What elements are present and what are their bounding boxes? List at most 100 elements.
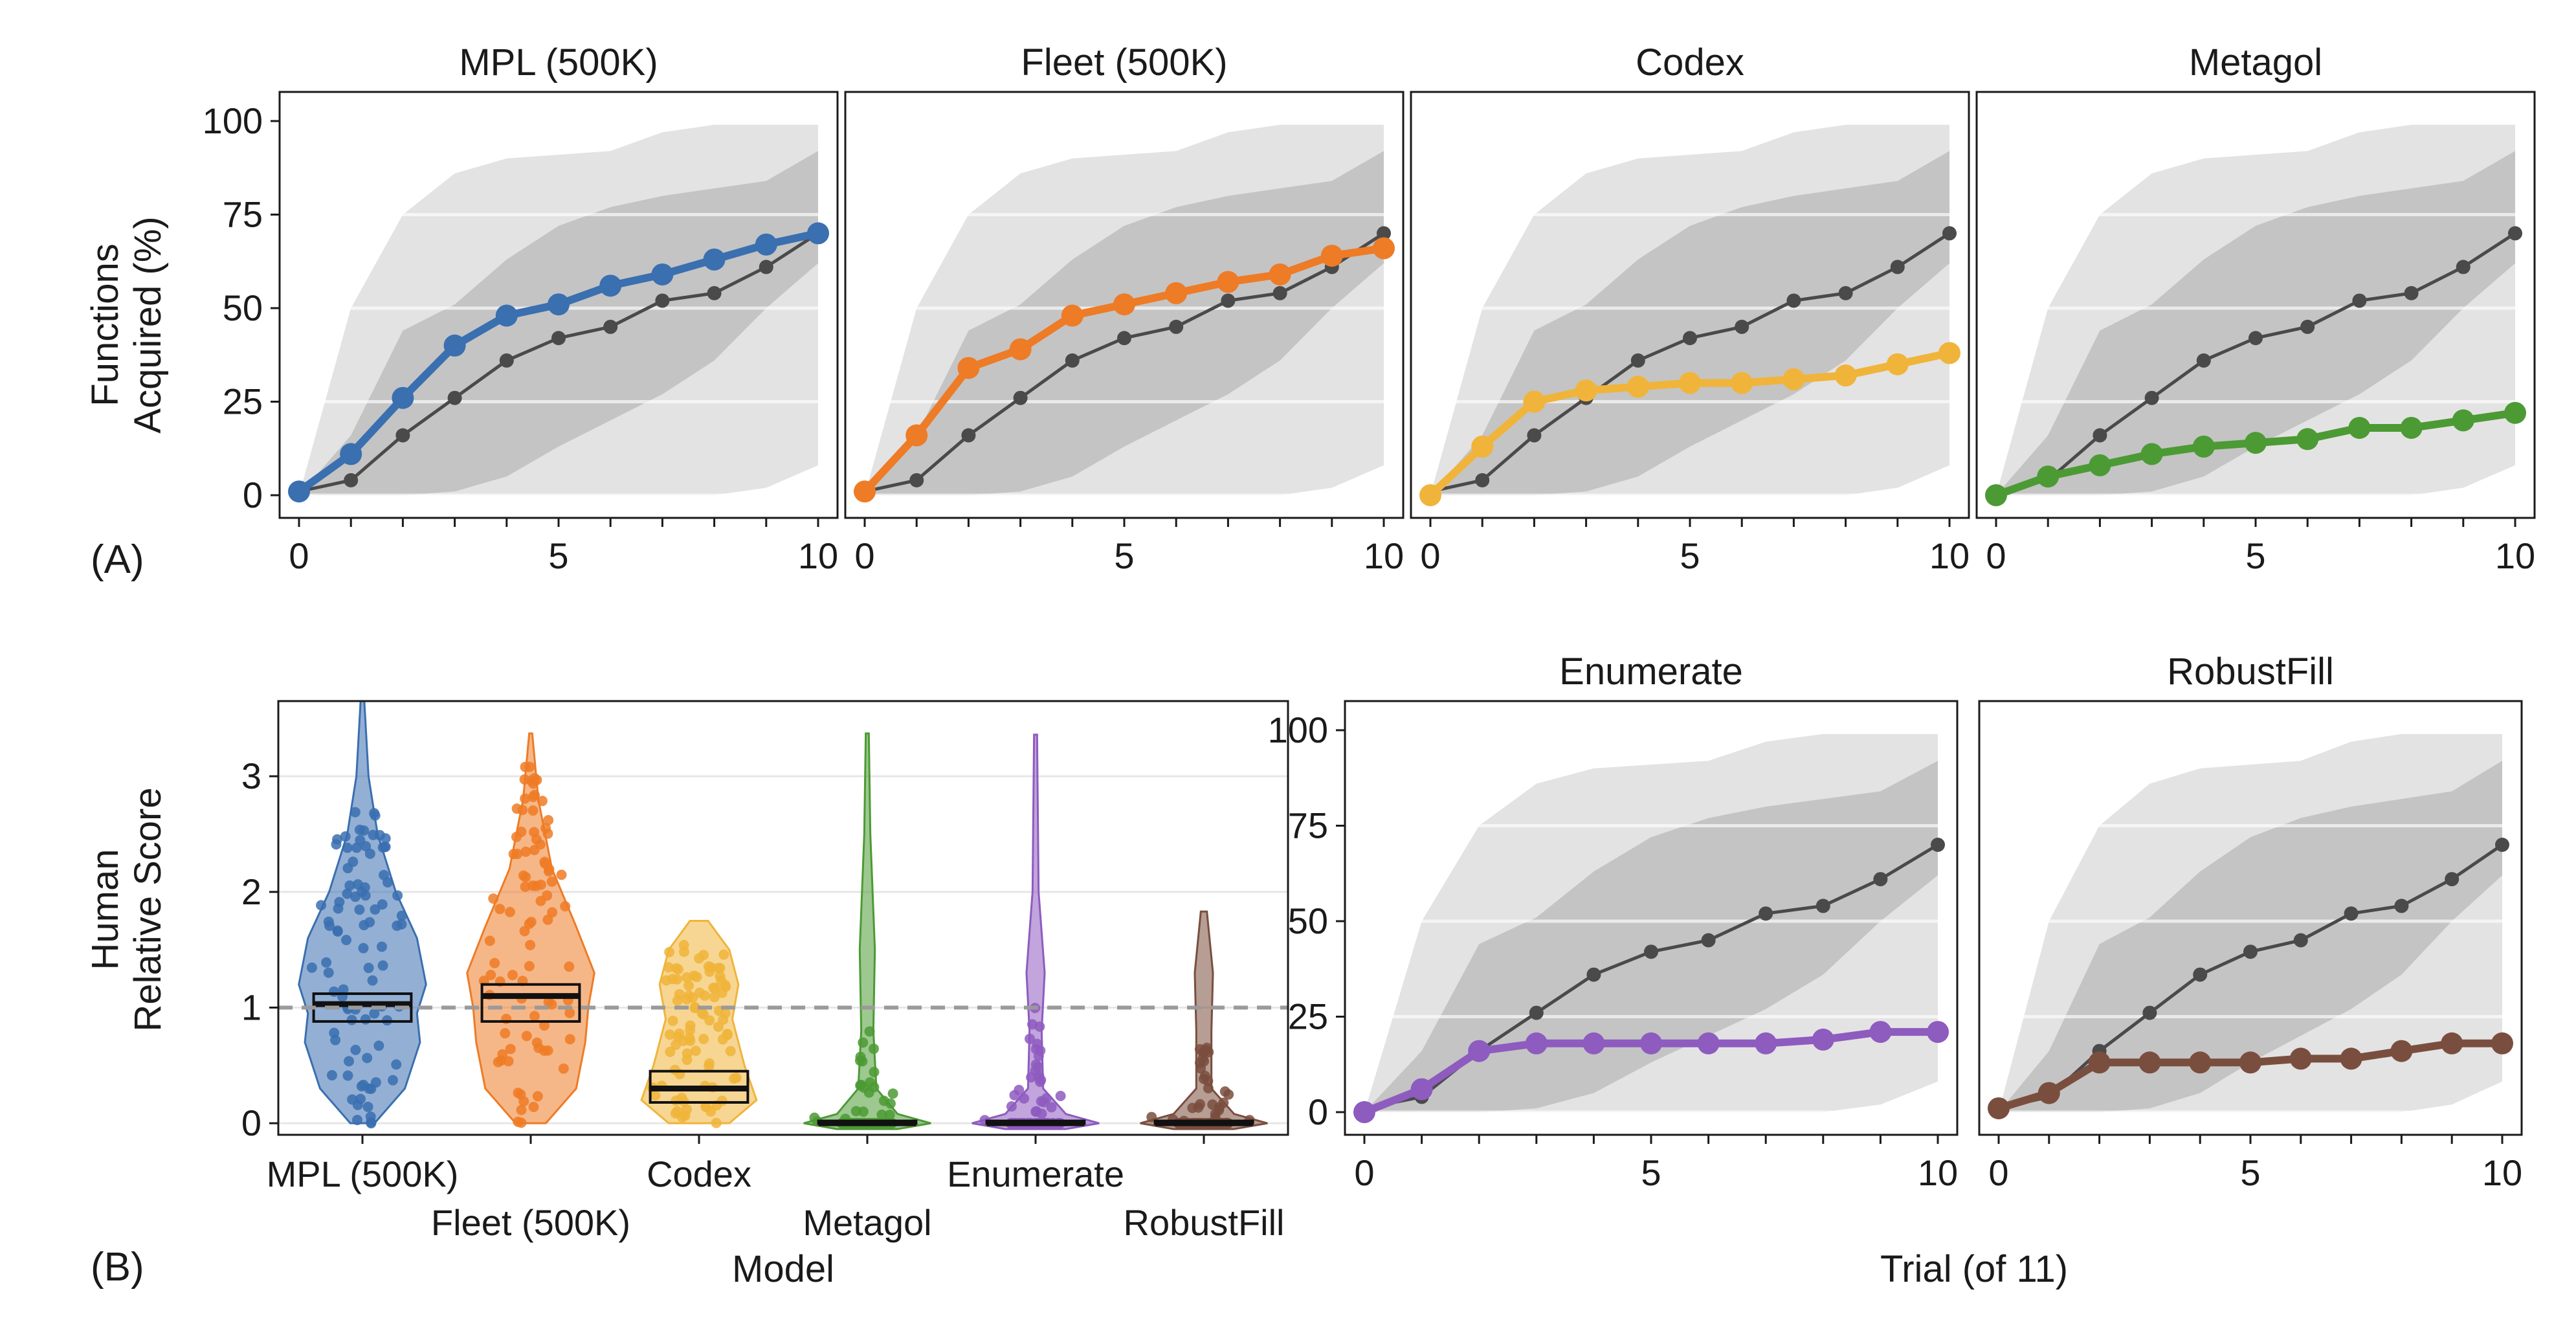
mpl-500k-score-point (360, 1014, 371, 1025)
metagol-score-point (858, 1037, 869, 1048)
enumerate-point (1525, 1032, 1548, 1055)
codex-score-point (713, 1022, 724, 1033)
fleet-500k-score-point (524, 961, 535, 972)
metagol-point (1985, 484, 2007, 506)
mpl-500k-score-point (396, 910, 407, 921)
mpl-500k-score-point (391, 1059, 402, 1070)
y-tick-label: 3 (241, 755, 261, 796)
human-point (1065, 353, 1080, 368)
human-point (2495, 838, 2509, 852)
fleet-500k-score-point (539, 1020, 550, 1031)
panel-plot-area (1979, 728, 2522, 1120)
fleet-500k-box (480, 983, 581, 1023)
y-axis-label-b-line1: Human (84, 849, 126, 970)
mpl-500k-score-point (323, 967, 334, 978)
x-axis-label-model: Model (732, 1248, 834, 1290)
metagol-point (2089, 454, 2111, 476)
fleet-500k-point (854, 480, 876, 503)
fleet-500k-score-point (521, 1031, 532, 1042)
human-point (1890, 260, 1905, 274)
robustfill-point (2491, 1032, 2513, 1055)
metagol-score-point (869, 1067, 880, 1078)
codex-score-point (690, 1045, 701, 1056)
fleet-500k-score-point (496, 1055, 507, 1066)
human-point (2248, 331, 2263, 346)
codex-point (1886, 353, 1909, 375)
codex-score-point (683, 990, 694, 1001)
codex-score-point (722, 1029, 733, 1040)
human-point (2445, 872, 2459, 887)
robustfill-score-point (1195, 1057, 1206, 1068)
fleet-500k-score-point (558, 1063, 569, 1074)
mpl-500k-score-point (377, 899, 388, 910)
human-point (447, 390, 462, 405)
y-tick-label: 100 (1268, 709, 1328, 750)
robustfill-point (2189, 1051, 2212, 1074)
codex-score-point (691, 972, 702, 983)
fleet-500k-point (1269, 263, 1291, 285)
violin-frame (277, 700, 1289, 1136)
codex-point (1731, 372, 1753, 394)
enumerate-score-point (1036, 1108, 1047, 1119)
human-point (344, 473, 359, 487)
panel-label-a: (A) (91, 537, 144, 582)
x-tick-label: 10 (2495, 535, 2535, 576)
fleet-500k-score-point (564, 1034, 575, 1045)
codex-point (1627, 375, 1649, 398)
codex-score-point (678, 940, 689, 951)
x-tick-label: 0 (1354, 1152, 1374, 1193)
human-point (707, 285, 722, 300)
mpl-500k-score-point (340, 831, 351, 842)
codex-score-point (650, 1090, 661, 1101)
fleet-500k-score-point (543, 866, 554, 877)
human-point (2508, 226, 2522, 241)
robustfill-point (1988, 1097, 2010, 1120)
human-point (2352, 293, 2367, 308)
human-point (499, 353, 514, 368)
robustfill-point (2138, 1051, 2161, 1074)
mpl-500k-score-point (333, 903, 344, 914)
robustfill-score-point (1219, 1086, 1230, 1097)
codex-score-point (682, 972, 693, 983)
mpl-500k-score-point (350, 1044, 361, 1055)
enumerate-score-point (1041, 1093, 1052, 1104)
human-point (395, 428, 410, 443)
mpl-500k-point (651, 263, 674, 285)
codex-score-point (671, 963, 682, 974)
mpl-500k-score-point (326, 1070, 337, 1081)
fleet-500k-score-point (560, 901, 571, 912)
codex-score-point (725, 1045, 736, 1056)
codex-point (1938, 342, 1960, 364)
codex-score-point (700, 1101, 711, 1112)
x-tick-label: 5 (2240, 1152, 2260, 1193)
enumerate-score-point (1027, 1019, 1038, 1030)
codex-score-point (731, 1072, 742, 1083)
codex-score-point (700, 990, 711, 1001)
enumerate-point (1869, 1021, 1892, 1044)
human-point (1735, 319, 1749, 334)
metagol-point (2037, 465, 2060, 488)
x-tick-label-robustfill: RobustFill (1124, 1202, 1285, 1243)
fleet-500k-score-point (547, 907, 558, 918)
enumerate-score-point (1006, 1101, 1017, 1112)
fleet-500k-score-point (526, 776, 537, 787)
panel-title: Enumerate (1559, 651, 1743, 693)
human-point (1475, 473, 1490, 487)
x-axis-label-trial: Trial (of 11) (1880, 1248, 2068, 1290)
metagol-point (2452, 409, 2474, 432)
y-tick-label: 1 (241, 987, 261, 1027)
robustfill-point (2088, 1051, 2111, 1074)
fleet-500k-point (1009, 338, 1032, 361)
violin-panel: 0 1 2 3 MPL (500K) Fleet (500K) Codex Metagol En… (241, 700, 1289, 1243)
human-point (1786, 293, 1801, 308)
enumerate-point (1640, 1032, 1662, 1055)
mpl-500k-score-point (392, 890, 403, 901)
enumerate-point (1812, 1028, 1834, 1051)
mpl-500k-score-point (355, 1093, 366, 1104)
y-tick-label: 0 (241, 1102, 261, 1143)
y-tick-label: 25 (223, 381, 263, 422)
codex-point (1471, 435, 1494, 458)
mpl-500k-score-point (370, 810, 381, 821)
x-tick-label: 0 (1420, 535, 1440, 576)
